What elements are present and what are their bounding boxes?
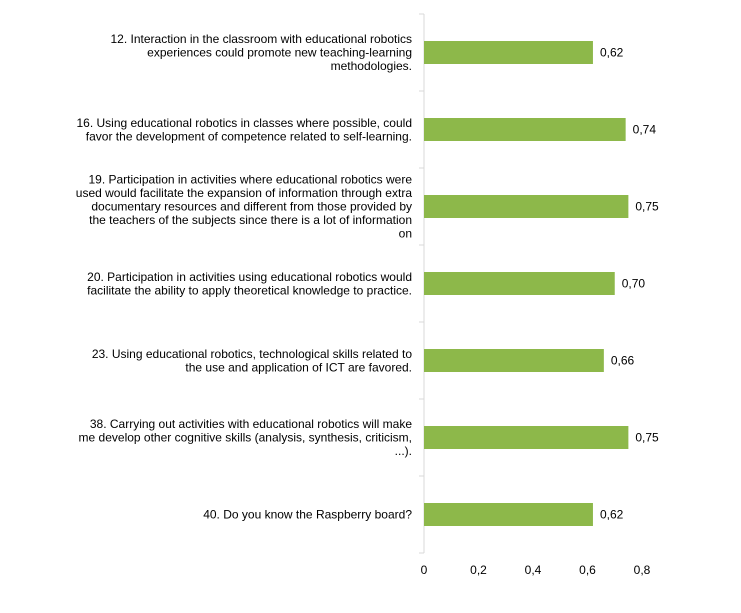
bar bbox=[424, 503, 593, 526]
data-label: 0,74 bbox=[633, 123, 657, 137]
bar bbox=[424, 195, 629, 218]
value-axis-tick-labels: 0 0,2 0,4 0,6 0,8 bbox=[421, 563, 651, 577]
bars-group bbox=[424, 41, 629, 526]
category-label: 12. Interaction in the classroom with ed… bbox=[111, 32, 413, 73]
data-label: 0,62 bbox=[600, 508, 624, 522]
value-tick-label: 0,8 bbox=[634, 563, 651, 577]
data-labels: 0,62 0,74 0,75 0,70 0,66 0,75 0,62 bbox=[600, 46, 659, 522]
data-label: 0,70 bbox=[622, 277, 646, 291]
data-label: 0,66 bbox=[611, 354, 635, 368]
category-label: 16. Using educational robotics in classe… bbox=[76, 116, 412, 144]
data-label: 0,62 bbox=[600, 46, 624, 60]
category-label: 19. Participation in activities where ed… bbox=[76, 173, 413, 241]
value-tick-label: 0,2 bbox=[470, 563, 487, 577]
bar bbox=[424, 349, 604, 372]
value-tick-label: 0,6 bbox=[579, 563, 596, 577]
category-axis bbox=[419, 13, 425, 554]
category-label: 38. Carrying out activities with educati… bbox=[79, 417, 413, 458]
bar bbox=[424, 41, 593, 64]
bar bbox=[424, 426, 629, 449]
bar bbox=[424, 118, 626, 141]
data-label: 0,75 bbox=[635, 200, 659, 214]
bar bbox=[424, 272, 615, 295]
value-tick-label: 0,4 bbox=[525, 563, 542, 577]
category-label: 40. Do you know the Raspberry board? bbox=[203, 508, 412, 522]
data-label: 0,75 bbox=[635, 431, 659, 445]
value-tick-label: 0 bbox=[421, 563, 428, 577]
category-labels: 12. Interaction in the classroom with ed… bbox=[76, 32, 413, 522]
category-label: 23. Using educational robotics, technolo… bbox=[92, 347, 413, 375]
category-label: 20. Participation in activities using ed… bbox=[87, 270, 412, 298]
